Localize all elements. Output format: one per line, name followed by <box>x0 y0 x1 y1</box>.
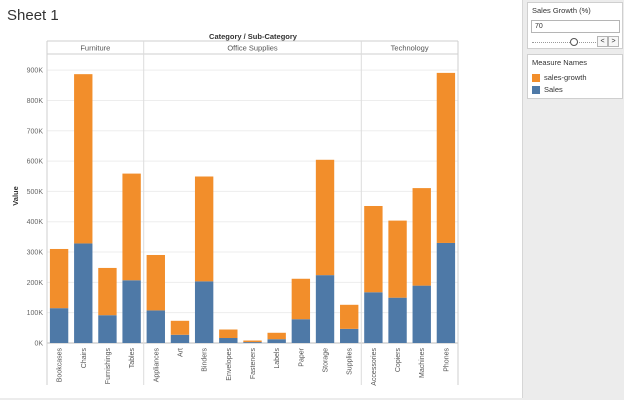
x-tick-label: Machines <box>419 348 426 378</box>
category-headers: Furniture Office Supplies Technology <box>80 41 429 385</box>
x-tick-label: Art <box>177 348 184 357</box>
bar-sales[interactable] <box>243 342 262 343</box>
bar-sales[interactable] <box>219 338 238 343</box>
measure-names-legend: Measure Names sales-growth Sales <box>527 54 623 99</box>
y-tick-label: 100K <box>27 310 44 317</box>
sales-growth-parameter-card: Sales Growth (%) 70 < > <box>527 2 623 49</box>
x-tick-label: Furnishings <box>105 348 112 385</box>
legend-label: Sales <box>544 85 563 94</box>
bar-sales-growth[interactable] <box>194 176 214 282</box>
y-tick-label: 600K <box>27 159 44 166</box>
worksheet: Sheet 1 Category / Sub-Category Value 0K… <box>0 0 523 398</box>
x-tick-label: Chairs <box>81 348 88 369</box>
y-tick-label: 400K <box>27 219 44 226</box>
bar-sales[interactable] <box>436 242 456 343</box>
bar-sales[interactable] <box>291 319 311 343</box>
bar-sales-growth[interactable] <box>74 74 93 244</box>
x-tick-label: Fasteners <box>250 348 257 380</box>
y-tick-label: 900K <box>27 68 44 75</box>
x-tick-label: Envelopes <box>226 348 233 381</box>
bar-sales[interactable] <box>194 281 214 343</box>
bar-sales[interactable] <box>146 310 165 343</box>
x-axis-ticks: Bookcases Chairs Furnishings Tables Applianc… <box>57 347 451 385</box>
bar-sales-growth[interactable] <box>291 278 311 320</box>
x-tick-label: Binders <box>202 348 209 372</box>
bars[interactable] <box>49 72 456 343</box>
x-tick-label: Storage <box>323 348 330 373</box>
x-tick-label: Labels <box>274 348 281 369</box>
category-header: Technology <box>391 44 429 53</box>
x-tick-label: Bookcases <box>57 348 64 383</box>
y-axis-ticks: 0K 100K 200K 300K 400K 500K 600K 700K 800K 900K <box>27 68 44 348</box>
bar-sales-growth[interactable] <box>49 248 69 309</box>
legend-swatch <box>532 74 540 82</box>
y-tick-label: 0K <box>34 341 43 348</box>
legend-label: sales-growth <box>544 73 587 82</box>
step-decrease-button[interactable]: < <box>597 36 608 47</box>
bar-sales[interactable] <box>170 334 190 343</box>
bar-sales-growth[interactable] <box>170 320 190 335</box>
legend-swatch <box>532 86 540 94</box>
y-tick-label: 700K <box>27 128 44 135</box>
parameter-value-input[interactable]: 70 <box>531 20 620 33</box>
x-tick-label: Appliances <box>153 348 160 383</box>
bar-sales-growth[interactable] <box>98 267 117 316</box>
bar-sales-growth[interactable] <box>436 72 456 243</box>
x-tick-label: Copiers <box>395 348 402 373</box>
bar-sales[interactable] <box>49 308 69 343</box>
bar-sales[interactable] <box>98 315 117 343</box>
parameter-slider-track[interactable] <box>532 42 596 43</box>
sheet-title: Sheet 1 <box>7 7 59 24</box>
bar-sales[interactable] <box>267 339 286 343</box>
stacked-bar-chart: Category / Sub-Category Value 0K 100K 200K… <box>11 32 459 386</box>
bar-sales-growth[interactable] <box>364 205 383 293</box>
bar-sales-growth[interactable] <box>243 340 262 343</box>
x-tick-label: Phones <box>443 348 450 372</box>
bar-sales[interactable] <box>315 275 335 343</box>
bar-sales-growth[interactable] <box>146 254 165 311</box>
bar-sales[interactable] <box>74 243 93 343</box>
x-tick-label: Supplies <box>347 348 354 375</box>
bar-sales[interactable] <box>412 285 431 343</box>
y-axis-label: Value <box>11 186 20 206</box>
bar-sales-growth[interactable] <box>267 332 286 340</box>
parameter-title: Sales Growth (%) <box>532 6 591 15</box>
x-tick-label: Accessories <box>371 348 378 386</box>
chart-title: Category / Sub-Category <box>209 32 298 41</box>
x-tick-label: Paper <box>298 347 305 366</box>
bar-sales-growth[interactable] <box>315 159 335 276</box>
bar-sales-growth[interactable] <box>412 188 431 286</box>
step-increase-button[interactable]: > <box>608 36 619 47</box>
y-tick-label: 800K <box>27 98 44 105</box>
category-header: Office Supplies <box>227 44 278 53</box>
bar-sales-growth[interactable] <box>219 329 238 339</box>
y-tick-label: 200K <box>27 280 44 287</box>
category-header: Furniture <box>80 44 110 53</box>
bar-sales[interactable] <box>388 297 407 343</box>
bar-sales[interactable] <box>340 328 359 343</box>
bar-sales-growth[interactable] <box>122 173 141 281</box>
bar-sales-growth[interactable] <box>388 220 407 298</box>
y-tick-label: 300K <box>27 250 44 257</box>
y-tick-label: 500K <box>27 189 44 196</box>
x-tick-label: Tables <box>129 348 136 369</box>
bar-sales[interactable] <box>122 280 141 343</box>
bar-sales-growth[interactable] <box>340 304 359 329</box>
chart-frame <box>46 40 459 385</box>
bar-sales[interactable] <box>364 292 383 343</box>
parameter-slider-thumb[interactable] <box>570 38 579 46</box>
legend-title: Measure Names <box>532 58 588 67</box>
